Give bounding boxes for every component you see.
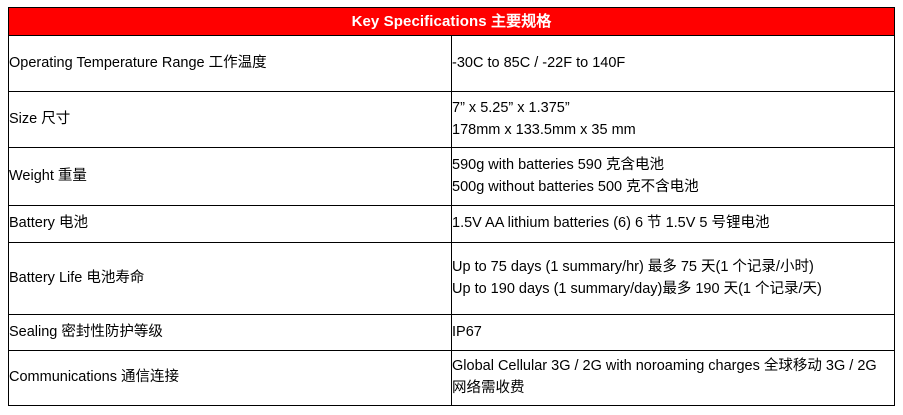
row-label-size: Size 尺寸 xyxy=(8,91,452,148)
table-row-weight: Weight 重量 590g with batteries 590 克含电池 5… xyxy=(8,147,895,206)
row-label-battery: Battery 电池 xyxy=(8,205,452,243)
row-value-communications: Global Cellular 3G / 2G with noroaming c… xyxy=(451,350,895,406)
table-row-battery-life: Battery Life 电池寿命 Up to 75 days (1 summa… xyxy=(8,242,895,315)
value-line: Global Cellular 3G / 2G with noroaming c… xyxy=(452,358,877,396)
table-row-size: Size 尺寸 7” x 5.25” x 1.375” 178mm x 133.… xyxy=(8,91,895,148)
table-header-row: Key Specifications 主要规格 xyxy=(8,7,895,36)
table-title: Key Specifications 主要规格 xyxy=(8,7,895,36)
value-line: 590g with batteries 590 克含电池 xyxy=(452,156,664,173)
value-line: Up to 75 days (1 summary/hr) 最多 75 天(1 个… xyxy=(452,258,814,275)
row-label-battery-life: Battery Life 电池寿命 xyxy=(8,242,452,315)
value-line: 1.5V AA lithium batteries (6) 6 节 1.5V 5… xyxy=(452,215,770,232)
row-value-battery-life: Up to 75 days (1 summary/hr) 最多 75 天(1 个… xyxy=(451,242,895,315)
value-line: IP67 xyxy=(452,323,482,340)
value-line: 7” x 5.25” x 1.375” xyxy=(452,99,570,116)
value-line: -30C to 85C / -22F to 140F xyxy=(452,54,626,71)
row-label-operating-temperature-range: Operating Temperature Range 工作温度 xyxy=(8,35,452,92)
table-row-communications: Communications 通信连接 Global Cellular 3G /… xyxy=(8,350,895,406)
row-value-battery: 1.5V AA lithium batteries (6) 6 节 1.5V 5… xyxy=(451,205,895,243)
row-label-sealing: Sealing 密封性防护等级 xyxy=(8,314,452,351)
value-line: 500g without batteries 500 克不含电池 xyxy=(452,178,699,195)
row-label-weight: Weight 重量 xyxy=(8,147,452,206)
value-line: 178mm x 133.5mm x 35 mm xyxy=(452,121,636,138)
row-value-sealing: IP67 xyxy=(451,314,895,351)
key-specifications-table: Key Specifications 主要规格 Operating Temper… xyxy=(8,7,895,406)
row-value-size: 7” x 5.25” x 1.375” 178mm x 133.5mm x 35… xyxy=(451,91,895,148)
table-row-battery: Battery 电池 1.5V AA lithium batteries (6)… xyxy=(8,205,895,243)
table-row-sealing: Sealing 密封性防护等级 IP67 xyxy=(8,314,895,351)
row-label-communications: Communications 通信连接 xyxy=(8,350,452,406)
table-row-operating-temperature-range: Operating Temperature Range 工作温度 -30C to… xyxy=(8,35,895,92)
row-value-operating-temperature-range: -30C to 85C / -22F to 140F xyxy=(451,35,895,92)
row-value-weight: 590g with batteries 590 克含电池 500g withou… xyxy=(451,147,895,206)
value-line: Up to 190 days (1 summary/day)最多 190 天(1… xyxy=(452,280,822,297)
